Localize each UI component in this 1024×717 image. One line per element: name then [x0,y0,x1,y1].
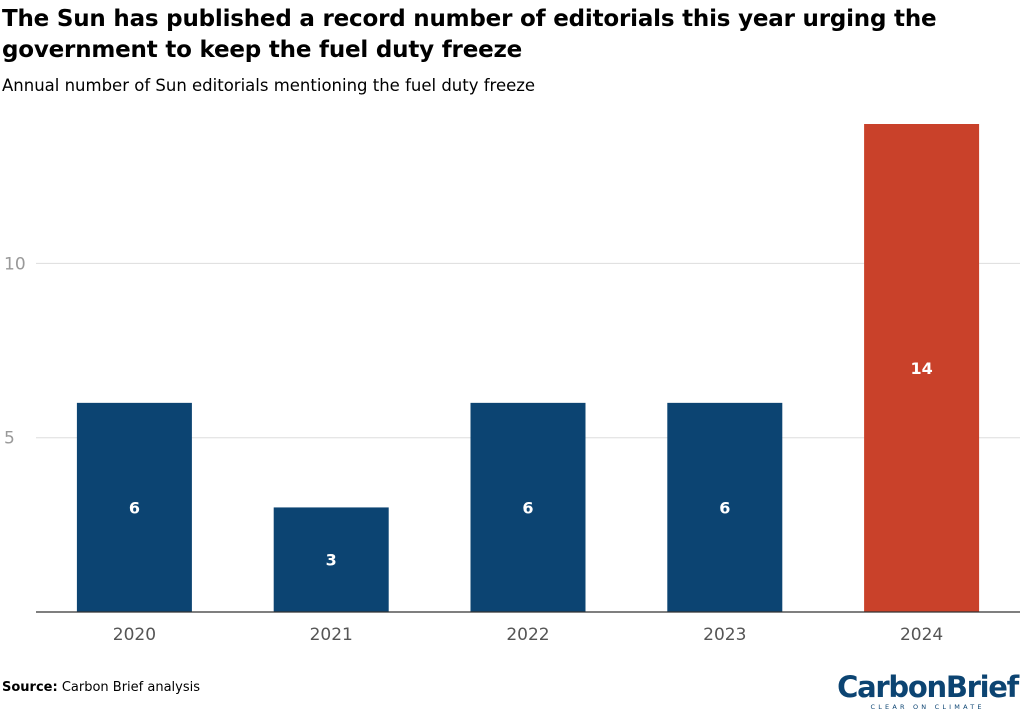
value-label-2022: 6 [522,498,533,517]
value-label-2024: 14 [910,359,932,378]
bar-2020 [76,402,192,612]
bar-2023 [667,402,783,612]
bar-2024 [864,124,980,612]
value-label-2021: 3 [326,551,337,570]
logo-tagline: CLEAR ON CLIMATE [870,703,985,711]
x-tick-label-2020: 2020 [113,625,156,645]
bar-2022 [470,402,586,612]
x-tick-label-2023: 2023 [703,625,746,645]
chart-title: The Sun has published a record number of… [2,6,937,63]
source-note: Source: Carbon Brief analysis [2,680,200,695]
bars: 6 3 6 6 14 [76,124,980,612]
value-label-2020: 6 [129,498,140,517]
value-label-2023: 6 [719,498,730,517]
axes: 5 10 2020 2021 2022 2023 2024 [4,254,1020,645]
x-tick-label-2022: 2022 [506,625,549,645]
source-text: Carbon Brief analysis [61,680,201,695]
x-tick-label-2021: 2021 [310,625,353,645]
bar-2021 [273,507,389,612]
logo-wordmark: CarbonBrief [837,670,1019,704]
carbon-brief-logo: CarbonBrief CLEAR ON CLIMATE [837,670,1019,711]
y-tick-label-10: 10 [4,254,26,274]
source-label: Source: [2,680,58,695]
x-tick-label-2024: 2024 [900,625,943,645]
y-tick-label-5: 5 [4,429,15,449]
chart-subtitle: Annual number of Sun editorials mentioni… [2,76,536,95]
bar-chart: 6 3 6 6 14 5 10 2020 2021 2022 2023 2024 [4,124,1020,645]
